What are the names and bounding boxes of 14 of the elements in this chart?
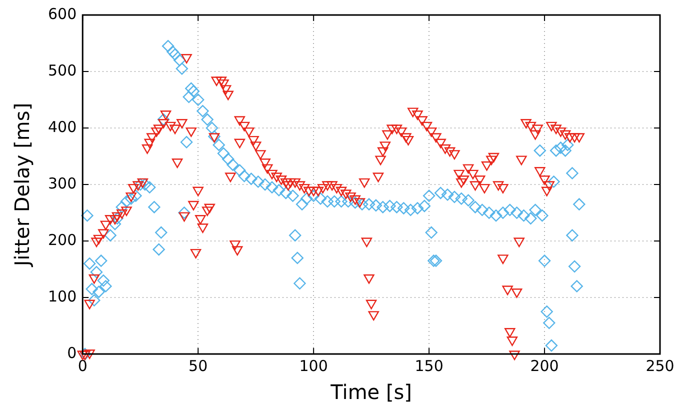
- x-tick-label: 150: [414, 356, 444, 375]
- x-tick-label: 200: [530, 356, 559, 375]
- x-axis-title: Time [s]: [330, 380, 412, 404]
- x-tick-label: 100: [299, 356, 328, 375]
- x-tick-label: 50: [188, 356, 208, 375]
- x-tick-label: 250: [646, 356, 674, 375]
- y-tick-label: 0: [67, 344, 77, 362]
- y-tick-label: 600: [48, 4, 77, 23]
- y-tick-label: 500: [48, 61, 77, 80]
- y-tick-label: 100: [48, 287, 77, 306]
- y-tick-label: 400: [48, 118, 77, 136]
- y-axis-title: Jitter Delay [ms]: [10, 102, 34, 268]
- y-tick-label: 300: [48, 174, 77, 192]
- y-tick-label: 200: [48, 230, 77, 249]
